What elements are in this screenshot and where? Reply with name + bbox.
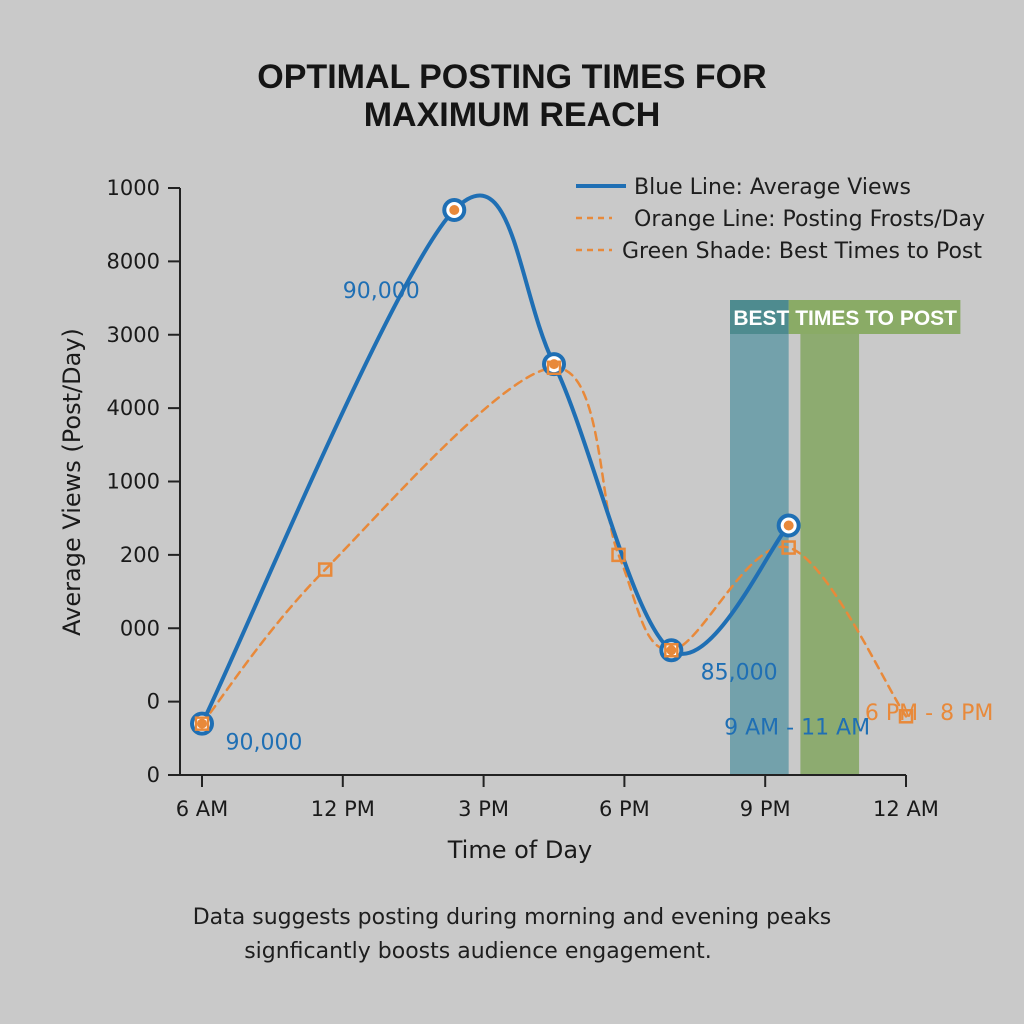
y-tick-label: 1000 <box>107 176 160 200</box>
x-axis-label: Time of Day <box>447 836 593 864</box>
axes <box>179 188 906 776</box>
x-tick-label: 3 PM <box>458 797 509 821</box>
annotation-4: 6 PM - 8 PM <box>865 701 993 726</box>
series-1-point <box>664 643 679 658</box>
y-tick-label: 4000 <box>107 396 160 420</box>
series-0-point-core <box>449 205 460 216</box>
series-1-point <box>781 540 796 555</box>
x-tick-label: 6 AM <box>176 797 229 821</box>
series-1-point <box>898 709 914 724</box>
legend-label-0: Blue Line: Average Views <box>634 175 911 200</box>
series-0-line <box>200 193 791 726</box>
x-tick-label: 12 PM <box>311 797 375 821</box>
series-0-point-core <box>783 520 794 531</box>
series-1-point <box>194 716 210 731</box>
band-title: BEST TIMES TO POST <box>733 307 957 330</box>
series-1-point <box>317 562 333 577</box>
y-tick-label: 0 <box>147 690 160 714</box>
band-title-bg-left <box>730 300 789 334</box>
series-0-point-core <box>666 645 677 656</box>
series-lines <box>200 193 908 726</box>
y-tick-label: 3000 <box>107 323 160 347</box>
legend-label-2: Green Shade: Best Times to Post <box>622 239 982 264</box>
y-tick-label: 8000 <box>107 249 160 273</box>
footnote-line-2: signficantly boosts audience engagement. <box>244 939 712 964</box>
y-tick-label: 000 <box>120 616 160 640</box>
chart-title-line-1: OPTIMAL POSTING TIMES FOR <box>257 58 766 96</box>
footnote-line-1: Data suggests posting during morning and… <box>193 905 832 930</box>
annotation-1: 90,000 <box>343 279 420 304</box>
series-markers <box>190 198 914 736</box>
x-tick-label: 6 PM <box>599 797 650 821</box>
series-0-point-core <box>197 718 207 729</box>
chart-title-line-2: MAXIMUM REACH <box>364 96 661 134</box>
x-axis-ticks: 6 AM 12 PM 3 PM 6 PM 9 PM 12 AM <box>176 775 939 821</box>
legend-label-1: Orange Line: Posting Frosts/Day <box>634 207 985 232</box>
legend: Blue Line: Average Views Orange Line: Pos… <box>576 175 985 264</box>
annotation-0: 90,000 <box>225 730 302 755</box>
band-1 <box>800 300 860 775</box>
series-1-point <box>611 547 626 563</box>
best-times-bands: BEST TIMES TO POST <box>730 300 961 775</box>
annotation-3: 9 AM - 11 AM <box>724 716 870 741</box>
annotations: 90,000 90,000 85,000 9 AM - 11 AM6 PM - 8 P… <box>225 279 993 755</box>
y-tick-label: 0 <box>147 763 160 787</box>
y-tick-label: 1000 <box>107 470 160 494</box>
series-1-point <box>546 360 562 376</box>
x-tick-label: 12 AM <box>873 797 939 821</box>
x-tick-label: 9 PM <box>740 797 791 821</box>
y-tick-label: 200 <box>120 543 160 567</box>
annotation-2: 85,000 <box>701 661 778 686</box>
band-title-bg-right <box>788 300 961 334</box>
y-axis-label: Average Views (Post/Day) <box>58 328 86 636</box>
